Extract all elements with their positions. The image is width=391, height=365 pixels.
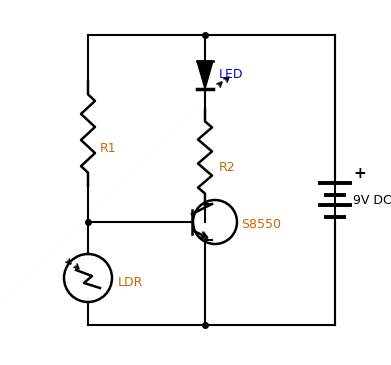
Text: LED: LED	[219, 68, 244, 81]
Text: LDR: LDR	[118, 277, 143, 289]
Text: R1: R1	[100, 142, 117, 155]
Text: 9V DC: 9V DC	[353, 193, 391, 207]
Text: +: +	[353, 165, 366, 181]
Polygon shape	[197, 61, 213, 89]
Text: R2: R2	[219, 161, 236, 174]
Text: S8550: S8550	[241, 218, 281, 231]
